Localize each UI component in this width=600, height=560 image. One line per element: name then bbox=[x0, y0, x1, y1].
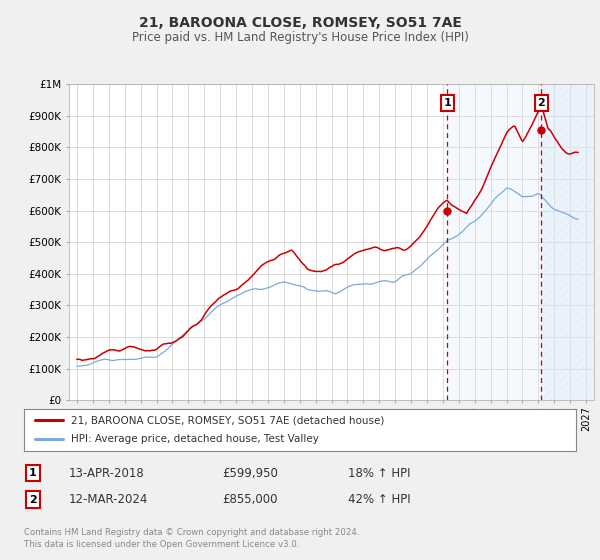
Bar bbox=[541, 84, 594, 400]
Text: This data is licensed under the Open Government Licence v3.0.: This data is licensed under the Open Gov… bbox=[24, 540, 299, 549]
Text: 21, BAROONA CLOSE, ROMSEY, SO51 7AE: 21, BAROONA CLOSE, ROMSEY, SO51 7AE bbox=[139, 16, 461, 30]
Text: 1: 1 bbox=[29, 468, 37, 478]
Text: £855,000: £855,000 bbox=[222, 493, 277, 506]
Text: Contains HM Land Registry data © Crown copyright and database right 2024.: Contains HM Land Registry data © Crown c… bbox=[24, 528, 359, 536]
Text: 1: 1 bbox=[443, 98, 451, 108]
Text: HPI: Average price, detached house, Test Valley: HPI: Average price, detached house, Test… bbox=[71, 435, 319, 445]
Text: 13-APR-2018: 13-APR-2018 bbox=[69, 466, 145, 480]
Text: 21, BAROONA CLOSE, ROMSEY, SO51 7AE (detached house): 21, BAROONA CLOSE, ROMSEY, SO51 7AE (det… bbox=[71, 415, 384, 425]
Bar bbox=[448, 84, 594, 400]
Text: £599,950: £599,950 bbox=[222, 466, 278, 480]
Text: 18% ↑ HPI: 18% ↑ HPI bbox=[348, 466, 410, 480]
Text: 12-MAR-2024: 12-MAR-2024 bbox=[69, 493, 148, 506]
Text: 2: 2 bbox=[29, 494, 37, 505]
Text: 42% ↑ HPI: 42% ↑ HPI bbox=[348, 493, 410, 506]
Text: Price paid vs. HM Land Registry's House Price Index (HPI): Price paid vs. HM Land Registry's House … bbox=[131, 31, 469, 44]
Text: 2: 2 bbox=[538, 98, 545, 108]
